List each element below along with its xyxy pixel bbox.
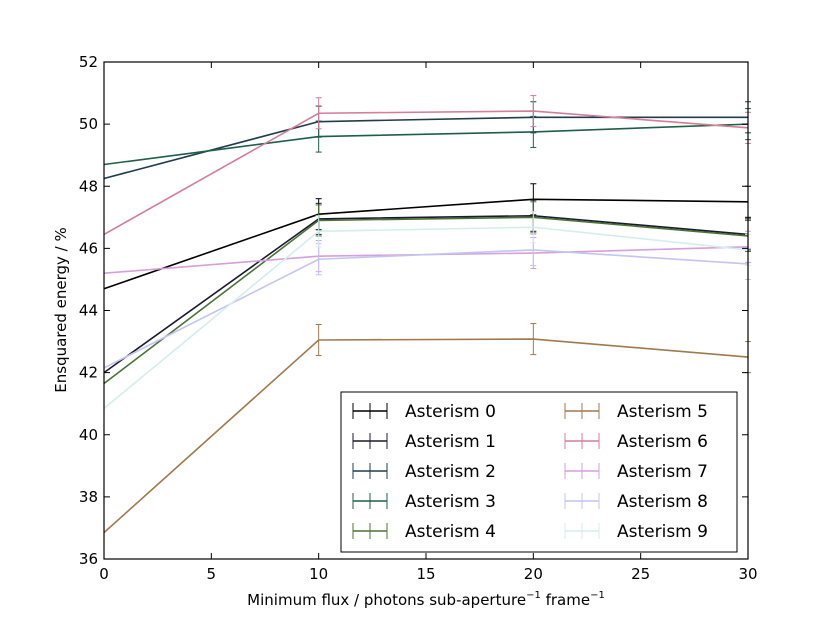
series-line	[103, 338, 749, 534]
y-tick-label: 38	[79, 488, 98, 506]
y-tick-label: 46	[79, 239, 98, 257]
legend-label: Asterism 6	[617, 432, 708, 452]
series-line	[103, 214, 749, 374]
series-line	[103, 123, 749, 166]
legend-label: Asterism 7	[617, 462, 708, 482]
x-tick-label: 5	[207, 565, 217, 583]
y-tick-label: 52	[79, 53, 98, 71]
legend-entry-asterism-9: Asterism 9	[564, 522, 708, 542]
legend-entry-asterism-1: Asterism 1	[352, 432, 496, 452]
y-tick-label: 42	[79, 364, 98, 382]
legend-label: Asterism 2	[405, 462, 496, 482]
y-tick-label: 36	[79, 550, 98, 568]
legend-entry-asterism-2: Asterism 2	[352, 462, 496, 482]
x-tick-label: 15	[416, 565, 435, 583]
legend-label: Asterism 5	[617, 402, 708, 422]
x-axis-label-mid: frame	[541, 591, 590, 609]
x-tick-label: 0	[99, 565, 109, 583]
series-line	[103, 249, 749, 369]
legend-entry-asterism-6: Asterism 6	[564, 432, 708, 452]
legend-entry-asterism-5: Asterism 5	[564, 402, 708, 422]
legend: Asterism 0 Asterism 1 Asterism 2 Asterism 3…	[340, 391, 738, 553]
x-axis-label: Minimum flux / photons sub-aperture−1 fr…	[247, 590, 605, 609]
legend-label: Asterism 0	[405, 402, 496, 422]
tick-layer: 0 5 10 15 20 25 30 36 38 40 42 44 46 48 50 52	[79, 53, 758, 583]
x-tick-label: 10	[309, 565, 328, 583]
legend-entry-asterism-3: Asterism 3	[352, 492, 496, 512]
y-tick-label: 50	[79, 115, 98, 133]
x-axis-label-sup-1: −1	[526, 590, 541, 601]
x-tick-label: 25	[631, 565, 650, 583]
y-axis-label: Ensquared energy / %	[52, 227, 70, 392]
series-line	[103, 216, 749, 385]
series-layer	[103, 95, 751, 534]
legend-label: Asterism 1	[405, 432, 496, 452]
y-tick-label: 40	[79, 426, 98, 444]
legend-label: Asterism 8	[617, 492, 708, 512]
x-tick-label: 30	[738, 565, 757, 583]
legend-label: Asterism 3	[405, 492, 496, 512]
legend-label: Asterism 4	[405, 522, 496, 542]
series-line	[103, 110, 749, 236]
series-line	[103, 226, 749, 409]
legend-entry-asterism-7: Asterism 7	[564, 462, 708, 482]
legend-entry-asterism-4: Asterism 4	[352, 522, 496, 542]
legend-label: Asterism 9	[617, 522, 708, 542]
legend-box	[340, 391, 738, 553]
legend-entry-asterism-0: Asterism 0	[352, 402, 496, 422]
x-tick-label: 20	[524, 565, 543, 583]
series-line	[103, 198, 749, 290]
y-tick-label: 48	[79, 177, 98, 195]
x-axis-label-sup-2: −1	[590, 590, 605, 601]
y-tick-label: 44	[79, 302, 98, 320]
legend-entry-asterism-8: Asterism 8	[564, 492, 708, 512]
